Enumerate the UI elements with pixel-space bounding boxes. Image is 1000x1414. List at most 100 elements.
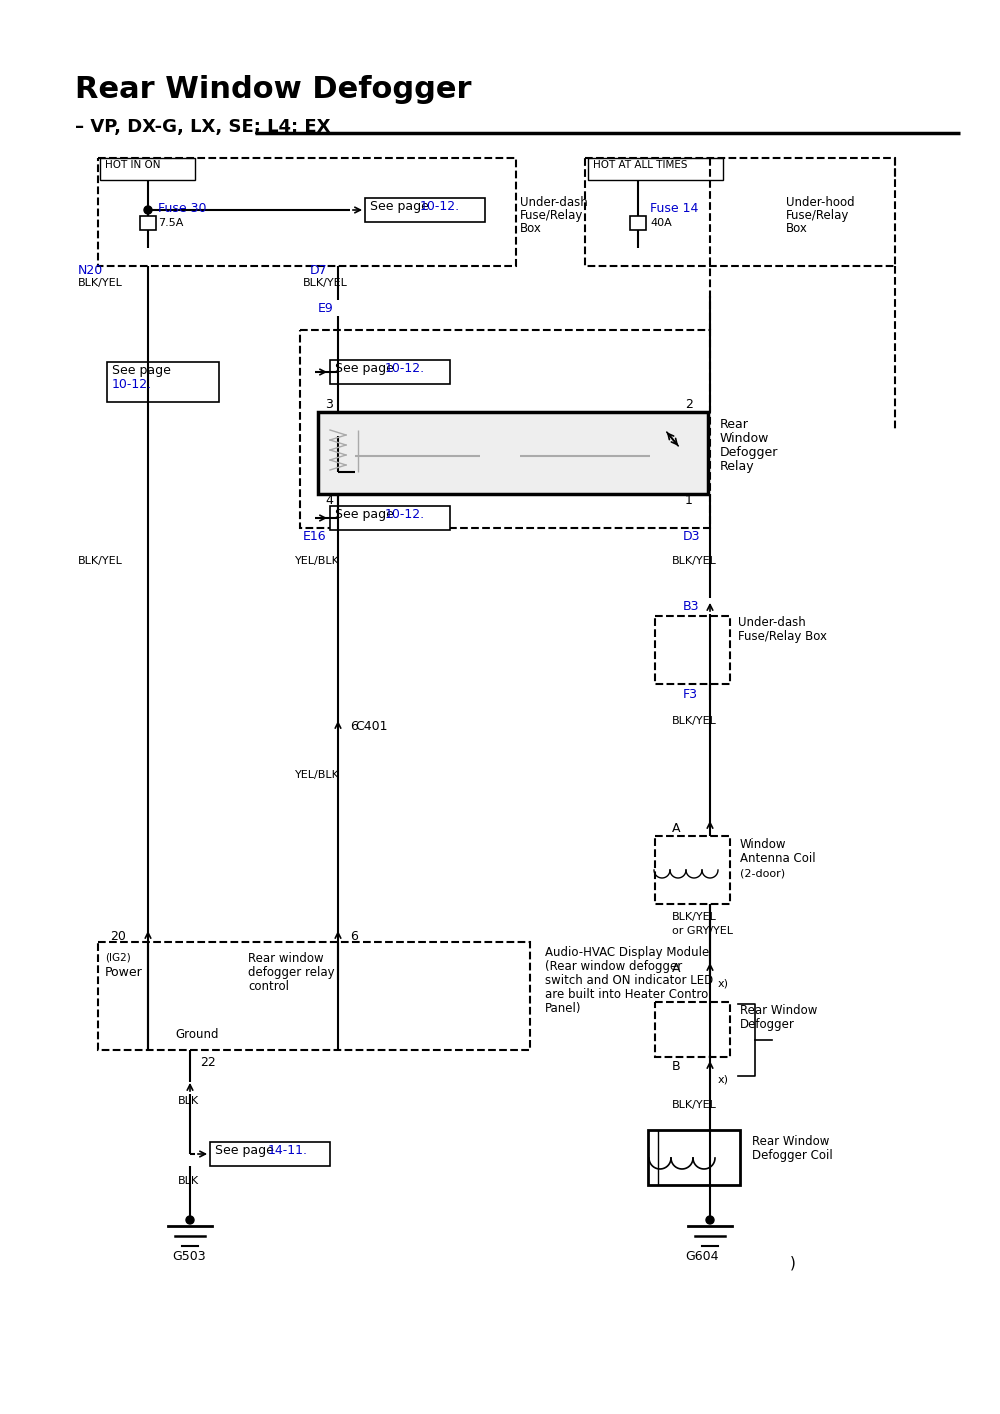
Text: Fuse/Relay: Fuse/Relay — [520, 209, 583, 222]
Text: HOT IN ON: HOT IN ON — [105, 160, 160, 170]
Text: 6: 6 — [350, 720, 358, 732]
Bar — [98, 942, 530, 1051]
Text: Ground: Ground — [175, 1028, 218, 1041]
Text: Rear Window Defogger: Rear Window Defogger — [75, 75, 472, 105]
Text: or GRY/YEL: or GRY/YEL — [672, 926, 733, 936]
Text: G503: G503 — [172, 1250, 206, 1263]
Text: A: A — [672, 962, 680, 976]
Text: 10-12.: 10-12. — [385, 508, 425, 520]
Text: Rear Window: Rear Window — [752, 1135, 829, 1148]
Text: BLK/YEL: BLK/YEL — [672, 1100, 717, 1110]
Bar — [648, 1130, 740, 1185]
Text: Audio-HVAC Display Module: Audio-HVAC Display Module — [545, 946, 709, 959]
Bar — [330, 361, 450, 385]
Text: 7.5A: 7.5A — [158, 218, 183, 228]
Text: Under-dash: Under-dash — [738, 617, 806, 629]
Text: Window: Window — [740, 839, 786, 851]
Text: BLK: BLK — [178, 1176, 199, 1186]
Bar — [655, 1003, 730, 1058]
Bar — [100, 158, 195, 180]
Bar — [655, 617, 730, 684]
Bar — [330, 506, 450, 530]
Text: See page: See page — [112, 363, 171, 378]
Text: BLK/YEL: BLK/YEL — [672, 556, 717, 566]
Text: BLK/YEL: BLK/YEL — [78, 279, 123, 288]
Bar — [588, 158, 723, 180]
Text: Fuse 30: Fuse 30 — [158, 202, 207, 215]
Text: 10-12.: 10-12. — [112, 378, 152, 392]
Text: Fuse/Relay: Fuse/Relay — [786, 209, 849, 222]
Text: N20: N20 — [78, 264, 103, 277]
Text: Box: Box — [520, 222, 542, 235]
Bar — [210, 1143, 330, 1167]
Text: Antenna Coil: Antenna Coil — [740, 853, 816, 865]
Text: Power: Power — [105, 966, 143, 978]
Text: E16: E16 — [303, 530, 327, 543]
Bar — [318, 411, 708, 493]
Text: YEL/BLK: YEL/BLK — [295, 771, 340, 781]
Text: C401: C401 — [355, 720, 388, 732]
Circle shape — [144, 206, 152, 214]
Text: Fuse 14: Fuse 14 — [650, 202, 698, 215]
Text: B3: B3 — [683, 600, 700, 614]
Text: See page: See page — [215, 1144, 278, 1157]
Text: YEL/BLK: YEL/BLK — [295, 556, 340, 566]
Text: 40A: 40A — [650, 218, 672, 228]
Text: defogger relay: defogger relay — [248, 966, 335, 978]
Text: D3: D3 — [683, 530, 700, 543]
Text: 6: 6 — [350, 930, 358, 943]
Text: 22: 22 — [200, 1056, 216, 1069]
Text: Rear Window: Rear Window — [740, 1004, 817, 1017]
Text: Relay: Relay — [720, 460, 755, 474]
Text: E9: E9 — [318, 303, 334, 315]
Text: Rear window: Rear window — [248, 952, 324, 964]
Bar — [655, 836, 730, 904]
Text: D7: D7 — [310, 264, 328, 277]
Text: – VP, DX-G, LX, SE; L4: EX: – VP, DX-G, LX, SE; L4: EX — [75, 117, 330, 136]
Bar — [365, 198, 485, 222]
Text: BLK: BLK — [178, 1096, 199, 1106]
Text: ): ) — [790, 1256, 796, 1271]
Text: 14-11.: 14-11. — [268, 1144, 308, 1157]
Text: Defogger: Defogger — [720, 445, 778, 460]
Bar — [585, 158, 895, 266]
Text: G604: G604 — [685, 1250, 718, 1263]
Text: control: control — [248, 980, 289, 993]
Text: BLK/YEL: BLK/YEL — [78, 556, 123, 566]
Text: Window: Window — [720, 433, 769, 445]
Text: Defogger Coil: Defogger Coil — [752, 1150, 833, 1162]
Circle shape — [186, 1216, 194, 1225]
Text: Panel): Panel) — [545, 1003, 582, 1015]
Text: BLK/YEL: BLK/YEL — [303, 279, 348, 288]
Text: (IG2): (IG2) — [105, 952, 131, 962]
Text: Rear: Rear — [720, 419, 749, 431]
Text: 4: 4 — [325, 493, 333, 508]
Text: x): x) — [718, 1075, 729, 1085]
Bar — [98, 158, 516, 266]
Text: BLK/YEL: BLK/YEL — [672, 912, 717, 922]
Text: are built into Heater Control: are built into Heater Control — [545, 988, 712, 1001]
Text: (2-door): (2-door) — [740, 868, 785, 878]
Text: See page: See page — [370, 199, 433, 214]
Text: Under-hood: Under-hood — [786, 197, 855, 209]
Text: F3: F3 — [683, 689, 698, 701]
Text: switch and ON indicator LED: switch and ON indicator LED — [545, 974, 713, 987]
Bar — [140, 216, 156, 230]
Text: Defogger: Defogger — [740, 1018, 795, 1031]
Text: BLK/YEL: BLK/YEL — [672, 715, 717, 725]
Text: 1: 1 — [685, 493, 693, 508]
Text: x): x) — [718, 978, 729, 988]
Text: B: B — [672, 1060, 681, 1073]
Text: (Rear window defogger: (Rear window defogger — [545, 960, 682, 973]
Text: 10-12.: 10-12. — [385, 362, 425, 375]
Circle shape — [706, 1216, 714, 1225]
Text: 3: 3 — [325, 397, 333, 411]
Text: See page: See page — [335, 508, 398, 520]
Text: 10-12.: 10-12. — [420, 199, 460, 214]
Text: See page: See page — [335, 362, 398, 375]
Text: Fuse/Relay Box: Fuse/Relay Box — [738, 631, 827, 643]
Text: Under-dash: Under-dash — [520, 197, 588, 209]
Text: 20: 20 — [110, 930, 126, 943]
Bar — [107, 362, 219, 402]
Text: HOT AT ALL TIMES: HOT AT ALL TIMES — [593, 160, 688, 170]
